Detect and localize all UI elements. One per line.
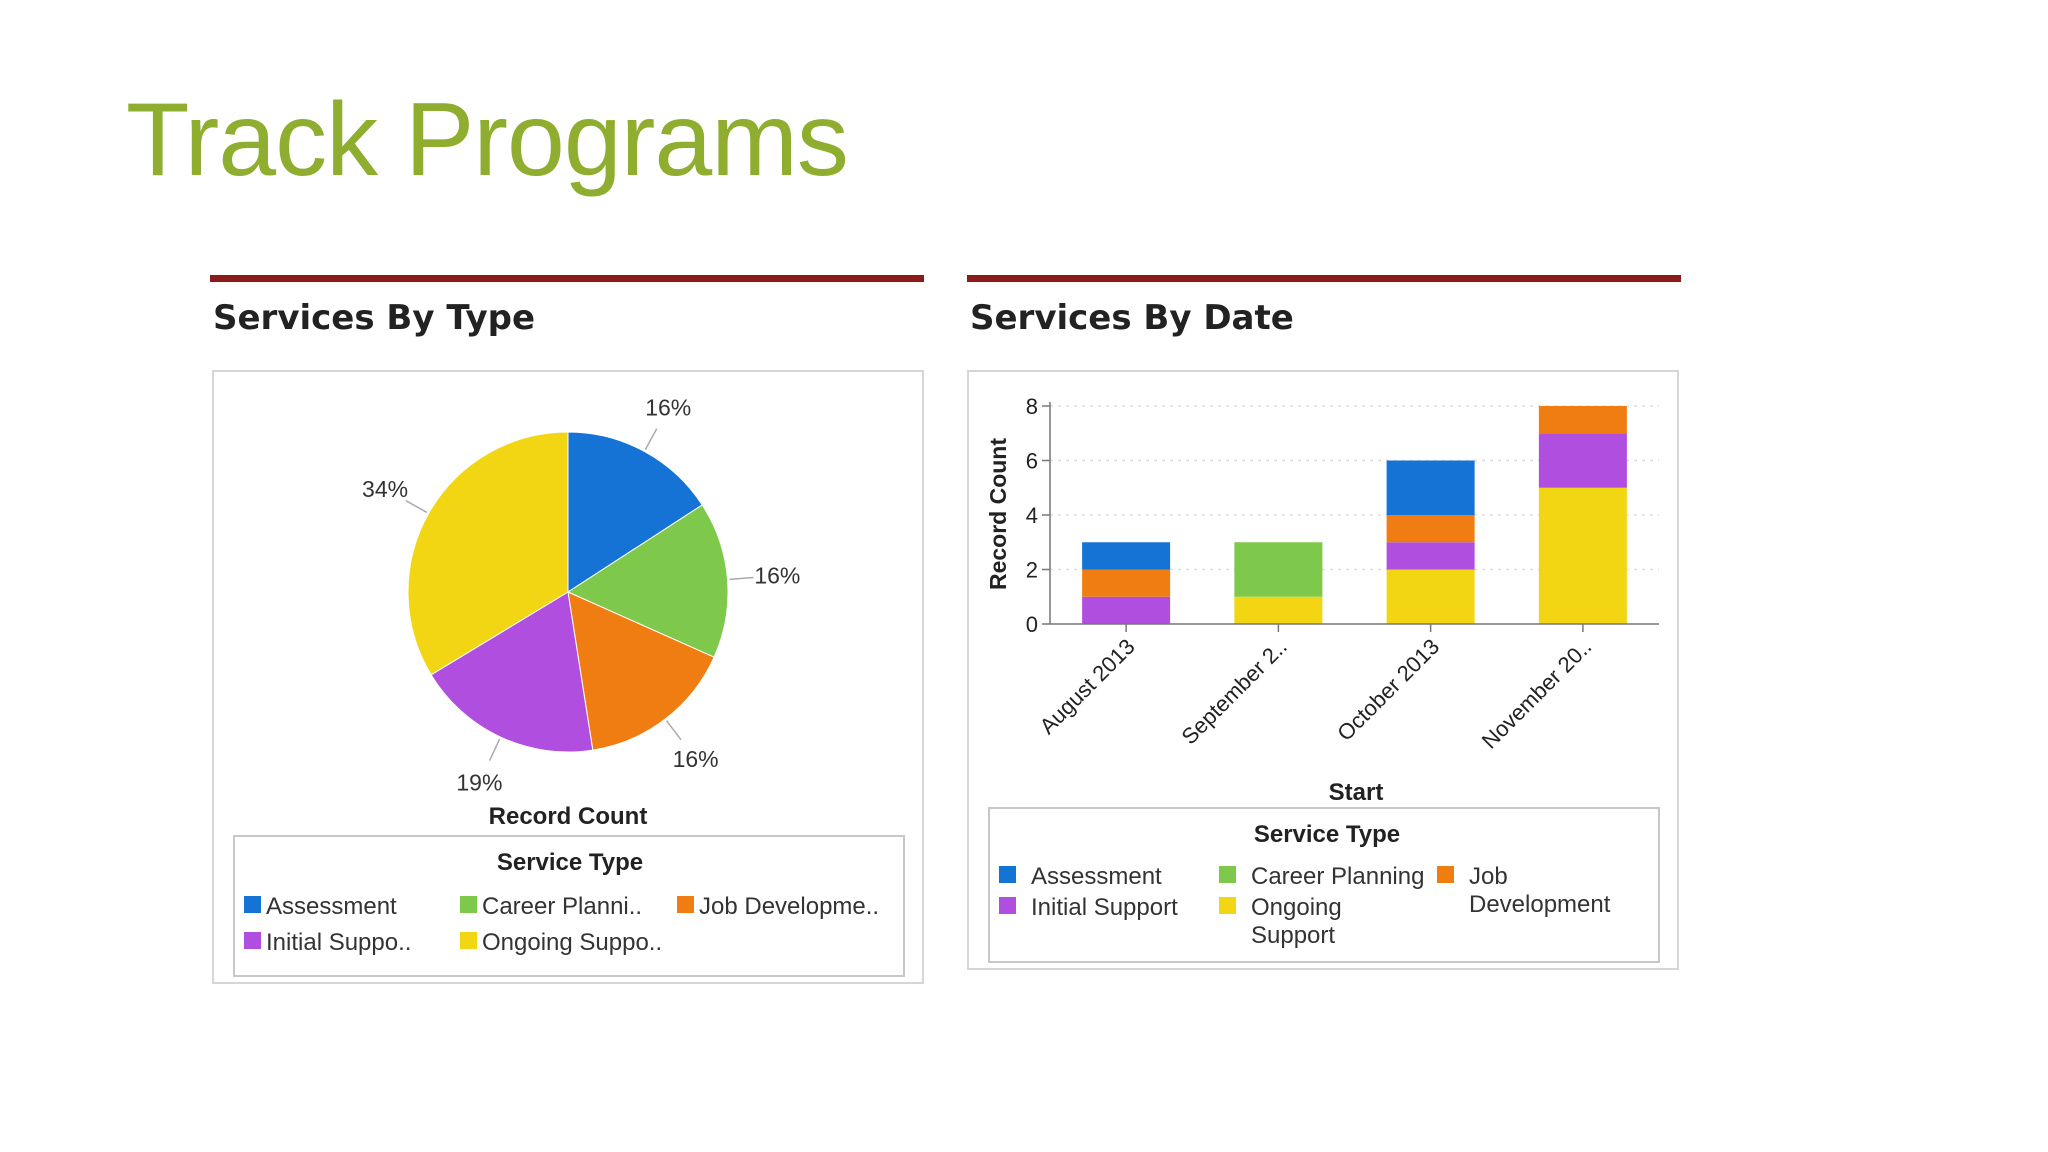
pie-leader-line (488, 738, 501, 761)
pie-legend-label-ongoing-support: Ongoing Suppo.. (482, 929, 662, 956)
bar-x-tick-label: November 20.. (1477, 634, 1597, 754)
bar-segment-job-development (1538, 406, 1627, 434)
panel-title: Services By Type (213, 298, 536, 338)
bar-legend-title: Service Type (1254, 821, 1400, 848)
bar-segment-initial-support (1386, 542, 1475, 570)
pie-axis-label: Record Count (489, 803, 648, 830)
bar-legend-label-ongoing-support: Ongoing Support (1251, 894, 1342, 949)
pie-legend-box (233, 835, 905, 977)
bar-segment-job-development (1386, 515, 1475, 543)
bar-legend-swatch-career-planning (1219, 866, 1236, 883)
pie-leader-line (729, 576, 754, 581)
panel-rule (967, 275, 1681, 282)
pie-legend-label-initial-support: Initial Suppo.. (266, 929, 411, 956)
panel-rule (210, 275, 924, 282)
pie-legend-title: Service Type (497, 849, 643, 876)
pie-legend-label-assessment: Assessment (266, 893, 397, 920)
bar-segment-ongoing-support (1538, 487, 1627, 624)
pie-chart-box: 16% 16% 16% 19% 34% Record Count Service Typ… (212, 370, 924, 984)
slide-title: Track Programs (126, 82, 849, 198)
panel-title: Services By Date (970, 298, 1294, 338)
pie-leader-line (665, 720, 682, 741)
bar-legend-swatch-initial-support (999, 897, 1016, 914)
bar-segment-assessment (1386, 460, 1475, 515)
bar-segment-initial-support (1082, 596, 1171, 624)
pie-percent-label: 16% (673, 746, 719, 772)
pie-leader-line (405, 500, 428, 514)
pie-slice-career-planning (566, 504, 729, 658)
pie-legend-swatch-initial-support (244, 932, 261, 949)
services-by-date-panel: Services By Date (967, 275, 1681, 338)
pie-slice-assessment (567, 431, 703, 593)
bar-y-axis-label: Record Count (985, 438, 1011, 590)
bar-legend-box (988, 807, 1660, 963)
services-by-type-panel: Services By Type (210, 275, 924, 338)
pie-legend-swatch-assessment (244, 896, 261, 913)
bar-segment-ongoing-support (1234, 596, 1323, 624)
bar-x-axis-label: Start (1329, 779, 1384, 806)
bar-legend-label-initial-support: Initial Support (1031, 894, 1178, 921)
bar-segment-assessment (1082, 542, 1171, 570)
bar-segment-job-development (1082, 569, 1171, 597)
bar-y-tick-label: 2 (1026, 558, 1038, 583)
pie-percent-label: 19% (456, 769, 502, 795)
pie-legend-label-job-development: Job Developme.. (699, 893, 879, 920)
bar-legend-label-job-development: Job Development (1469, 863, 1611, 918)
bar-legend-swatch-ongoing-support (1219, 897, 1236, 914)
bar-segment-ongoing-support (1386, 569, 1475, 624)
bar-segment-initial-support (1538, 433, 1627, 488)
pie-percent-label: 34% (362, 476, 408, 502)
bar-legend-label-career-planning: Career Planning (1251, 863, 1424, 890)
pie-legend-label-career-planning: Career Planni.. (482, 893, 642, 920)
pie-legend-swatch-career-planning (460, 896, 477, 913)
bar-segment-career-planning (1234, 542, 1323, 597)
pie-leader-line (644, 428, 658, 451)
pie-percent-label: 16% (754, 563, 800, 589)
pie-legend-swatch-ongoing-support (460, 932, 477, 949)
pie-legend-swatch-job-development (677, 896, 694, 913)
bar-legend-swatch-assessment (999, 866, 1016, 883)
bar-x-tick-label: August 2013 (1035, 634, 1140, 739)
bar-chart: 0 2 4 6 8 August 2013 September 2.. October 201… (985, 394, 1660, 963)
bar-chart-box: 0 2 4 6 8 August 2013 September 2.. October 201… (967, 370, 1679, 970)
pie-percent-label: 16% (645, 394, 691, 420)
bar-y-tick-label: 8 (1026, 394, 1038, 419)
bar-x-tick-label: October 2013 (1332, 634, 1444, 746)
bar-legend-swatch-job-development (1437, 866, 1454, 883)
pie-slice-initial-support (430, 591, 594, 753)
pie-slice-ongoing-support (407, 431, 569, 676)
bar-x-tick-label: September 2.. (1177, 634, 1292, 749)
pie-slice-job-development (567, 591, 715, 751)
bar-legend-label-assessment: Assessment (1031, 863, 1162, 890)
bar-y-tick-label: 6 (1026, 449, 1038, 474)
bar-y-tick-label: 0 (1026, 612, 1038, 637)
pie-chart: 16% 16% 16% 19% 34% Record Count Service Typ… (233, 394, 905, 977)
bar-y-tick-label: 4 (1026, 503, 1038, 528)
